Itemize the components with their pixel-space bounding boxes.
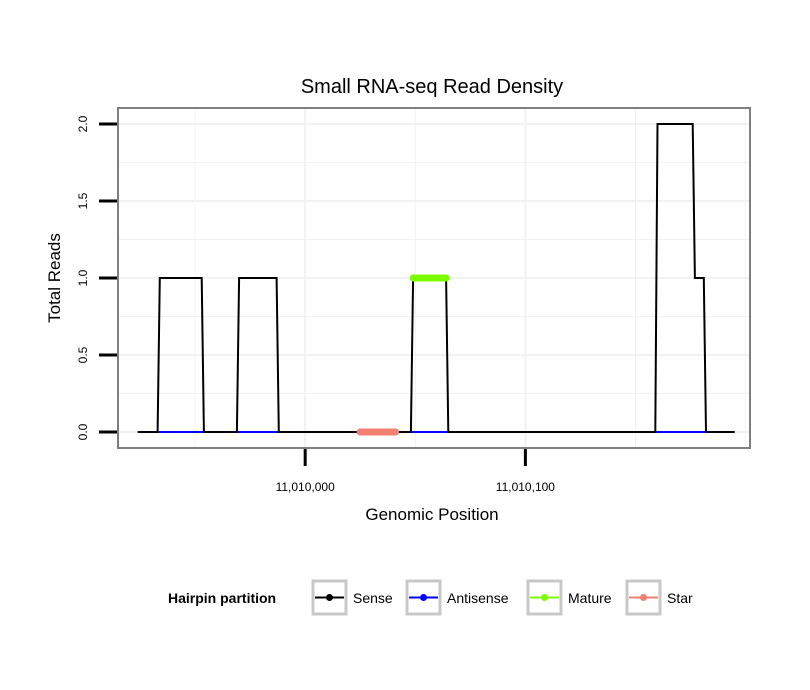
legend-key-point: [640, 594, 647, 601]
legend-label-sense: Sense: [353, 590, 393, 606]
y-axis-title: Total Reads: [45, 233, 64, 323]
y-tick-label: 0.0: [76, 423, 90, 440]
legend-label-antisense: Antisense: [447, 590, 509, 606]
legend-key-point: [420, 594, 427, 601]
legend-key-point: [541, 594, 548, 601]
legend-label-star: Star: [667, 590, 693, 606]
legend-label-mature: Mature: [568, 590, 612, 606]
x-tick-label: 11,010,000: [276, 480, 335, 494]
y-axis: 0.0 0.5 1.0 1.5 2.0: [76, 115, 117, 440]
legend-key-point: [326, 594, 333, 601]
series-layer: [137, 123, 735, 436]
series-line-sense: [137, 123, 735, 433]
x-tick-label: 11,010,100: [496, 480, 555, 494]
x-axis-title: Genomic Position: [365, 505, 498, 524]
x-axis: 11,010,000 11,010,100: [276, 449, 555, 494]
y-tick-label: 2.0: [76, 115, 90, 132]
legend: Hairpin partition Sense Antisense Mature St…: [168, 579, 693, 616]
y-tick-label: 0.5: [76, 346, 90, 363]
y-tick-label: 1.5: [76, 192, 90, 209]
y-tick-label: 1.0: [76, 269, 90, 286]
legend-title: Hairpin partition: [168, 590, 276, 606]
chart-title: Small RNA-seq Read Density: [301, 76, 563, 98]
plot-panel-border: [117, 107, 751, 449]
